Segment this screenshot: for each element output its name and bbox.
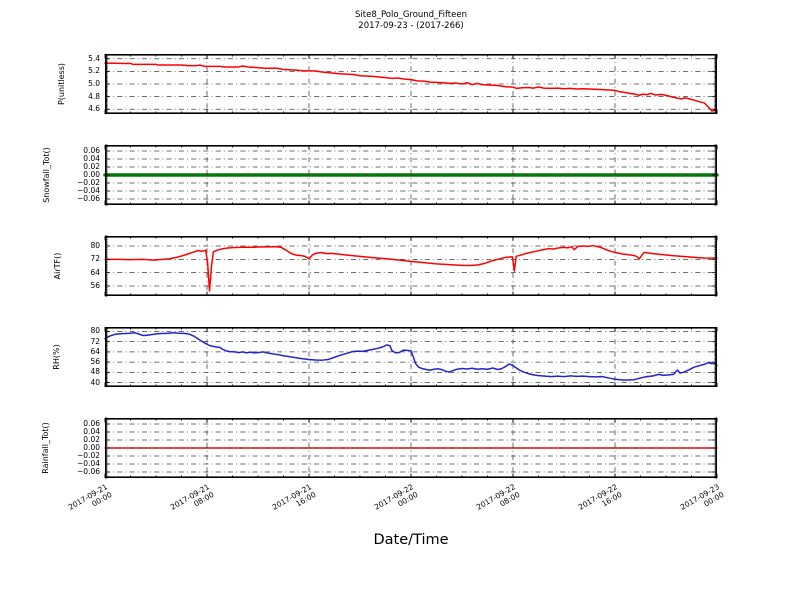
y-tick-label: 72	[90, 336, 100, 346]
y-tick-label: 80	[90, 326, 100, 336]
y-tick-label: 48	[90, 367, 100, 377]
y-tick-label: 0.02	[83, 162, 100, 171]
x-tick-date: 2017-09-23	[678, 482, 721, 512]
y-tick-label: −0.02	[77, 451, 100, 460]
y-tick-label: −0.04	[77, 186, 100, 195]
y-tick-label: 56	[90, 281, 100, 290]
y-tick-label: 5.2	[88, 66, 100, 76]
y-tick-label: 4.8	[88, 91, 100, 101]
y-tick-label: 5.0	[88, 79, 100, 88]
y-tick-label: 64	[90, 346, 100, 356]
panel-plot-airtf-	[104, 235, 718, 297]
y-tick-label: 4.6	[88, 104, 100, 114]
y-tick-label: 0.06	[83, 419, 100, 428]
y-tick-label: 0.00	[83, 443, 100, 452]
panel-frame	[105, 418, 718, 479]
y-tick-label: 40	[90, 377, 100, 387]
y-tick-label: 0.04	[83, 427, 100, 436]
y-tick-label: −0.04	[77, 459, 100, 468]
panel-frame	[105, 54, 718, 115]
y-axis-label: Rainfall_Tot()	[41, 422, 50, 474]
x-tick-date: 2017-09-21	[270, 482, 313, 512]
y-tick-label: −0.06	[77, 194, 100, 203]
data-line-blue	[104, 331, 718, 381]
gridlines	[105, 54, 717, 114]
y-tick-label: 0.02	[83, 435, 100, 444]
panel-frame	[105, 327, 718, 388]
y-tick-label: 0.04	[83, 154, 100, 163]
y-tick-label: −0.06	[77, 467, 100, 476]
data-line-red	[104, 62, 718, 112]
panel-plot-snowfall-tot-	[103, 144, 719, 206]
y-tick-label: 80	[90, 241, 100, 250]
gridlines	[105, 327, 717, 387]
x-tick-date: 2017-09-21	[168, 482, 211, 512]
y-tick-label: 56	[90, 357, 100, 367]
gridlines	[105, 236, 717, 296]
y-tick-label: 72	[90, 254, 100, 264]
chart-subtitle: 2017-09-23 - (2017-266)	[358, 21, 464, 31]
y-tick-label: 64	[90, 267, 100, 277]
gridlines	[105, 418, 717, 478]
y-tick-label: 5.4	[88, 53, 100, 63]
y-tick-label: −0.02	[77, 178, 100, 187]
x-tick-date: 2017-09-22	[576, 482, 619, 512]
y-tick-label: 0.00	[83, 170, 100, 179]
panel-plot-rainfall-tot-	[104, 417, 718, 479]
chart-title: Site8_Polo_Ground_Fifteen	[355, 10, 467, 20]
y-axis-label: AirTF()	[53, 252, 62, 280]
x-axis-title: Date/Time	[373, 532, 449, 548]
panel-frame	[105, 236, 718, 297]
panel-plot-p-unitless-	[104, 54, 718, 115]
panel-frame	[105, 145, 718, 206]
x-tick-date: 2017-09-22	[372, 482, 415, 512]
data-line-red	[104, 244, 718, 292]
x-tick-date: 2017-09-22	[474, 482, 517, 512]
panel-plot-rh-	[104, 327, 718, 388]
y-tick-label: 0.06	[83, 146, 100, 155]
y-axis-label: P(unitless)	[57, 62, 66, 106]
y-axis-label: RH(%)	[52, 344, 61, 370]
y-axis-label: Snowfall_Tot()	[42, 147, 51, 203]
gridlines	[105, 145, 717, 205]
